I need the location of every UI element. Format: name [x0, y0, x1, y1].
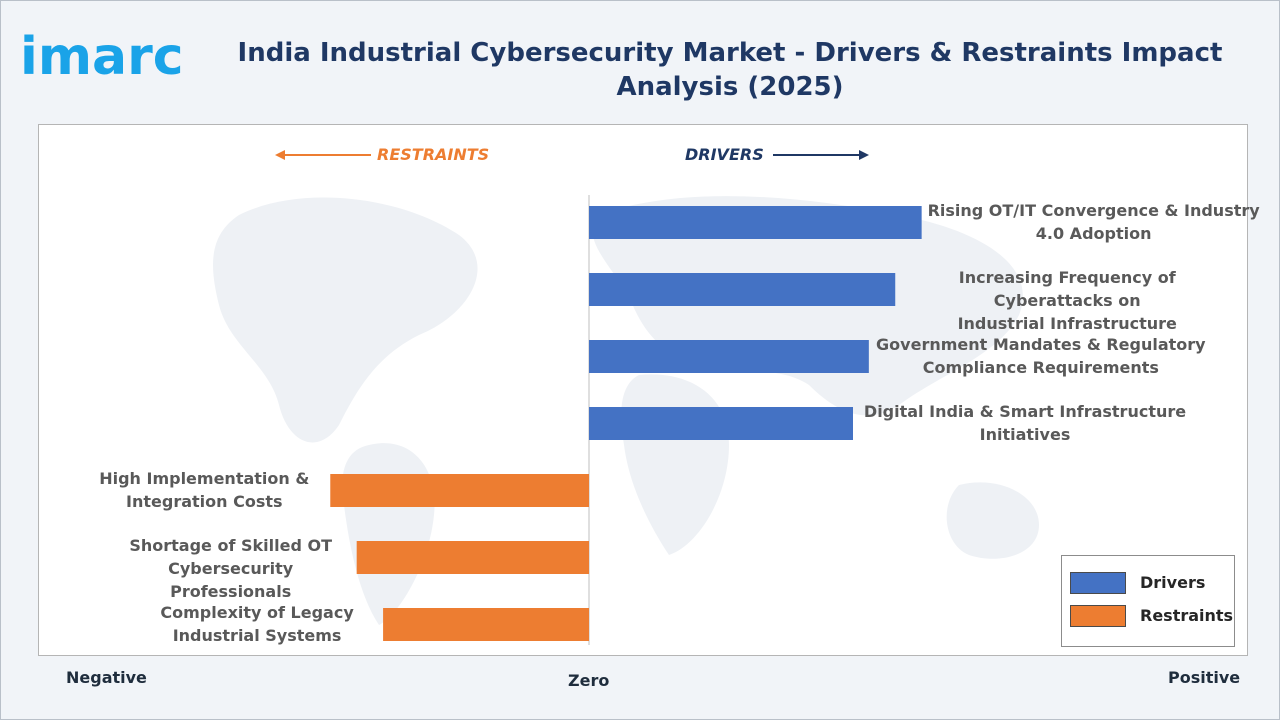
legend-label-drivers: Drivers	[1140, 573, 1206, 592]
restraints-direction-label: RESTRAINTS	[377, 145, 490, 164]
bar-label-line: Rising OT/IT Convergence & Industry	[927, 200, 1260, 220]
bar-label-line: Integration Costs	[126, 491, 283, 511]
bar-label-line: Shortage of Skilled OT	[129, 535, 332, 555]
bar-label-line: Initiatives	[979, 424, 1071, 444]
restraint-label-7: Complexity of Legacy Industrial Systems	[137, 601, 377, 647]
bar-label-line: 4.0 Adoption	[1035, 223, 1152, 243]
driver-label-2: Increasing Frequency of Cyberattacks on I…	[897, 266, 1237, 335]
imarc-logo: imarc	[20, 27, 184, 86]
restraint-bar-7	[383, 608, 589, 641]
axis-label-negative: Negative	[66, 668, 147, 687]
bar-label-line: Cybersecurity Professionals	[168, 558, 294, 601]
driver-bar-3	[589, 340, 869, 373]
driver-label-4: Digital India & Smart Infrastructure Init…	[855, 400, 1195, 446]
logo-text: imarc	[20, 27, 184, 86]
legend: Drivers Restraints	[1061, 555, 1235, 647]
restraint-bar-5	[330, 474, 589, 507]
drivers-direction-label: DRIVERS	[685, 145, 764, 164]
driver-bar-4	[589, 407, 853, 440]
driver-bar-2	[589, 273, 896, 306]
bar-label-line: High Implementation &	[99, 468, 310, 488]
axis-label-positive: Positive	[1168, 668, 1241, 687]
bar-label-line: Increasing Frequency of Cyberattacks on	[958, 267, 1176, 310]
drivers-arrow	[773, 150, 869, 160]
axis-label-zero: Zero	[568, 671, 610, 690]
driver-label-3: Government Mandates & Regulatory Complian…	[871, 333, 1211, 379]
bar-label-line: Compliance Requirements	[922, 357, 1159, 377]
legend-swatch-restraints	[1070, 605, 1126, 627]
driver-label-1: Rising OT/IT Convergence & Industry 4.0 A…	[924, 199, 1264, 245]
legend-swatch-drivers	[1070, 572, 1126, 594]
legend-label-restraints: Restraints	[1140, 606, 1234, 625]
restraint-label-5: High Implementation & Integration Costs	[84, 467, 324, 513]
bar-label-line: Digital India & Smart Infrastructure	[863, 401, 1187, 421]
bar-label-line: Complexity of Legacy	[160, 602, 354, 622]
restraints-arrow	[275, 150, 371, 160]
bar-label-line: Industrial Infrastructure	[957, 313, 1177, 333]
bar-label-line: Government Mandates & Regulatory	[876, 334, 1206, 354]
chart-title: India Industrial Cybersecurity Market - …	[237, 38, 1223, 102]
restraint-label-6: Shortage of Skilled OT Cybersecurity Prof…	[111, 534, 351, 603]
plot-area: RESTRAINTS DRIVERS Rising OT/IT Converge…	[38, 124, 1260, 656]
bar-label-line: Industrial Systems	[172, 625, 342, 645]
bars-layer	[330, 195, 922, 645]
restraint-bar-6	[356, 541, 589, 574]
driver-bar-1	[589, 206, 922, 239]
